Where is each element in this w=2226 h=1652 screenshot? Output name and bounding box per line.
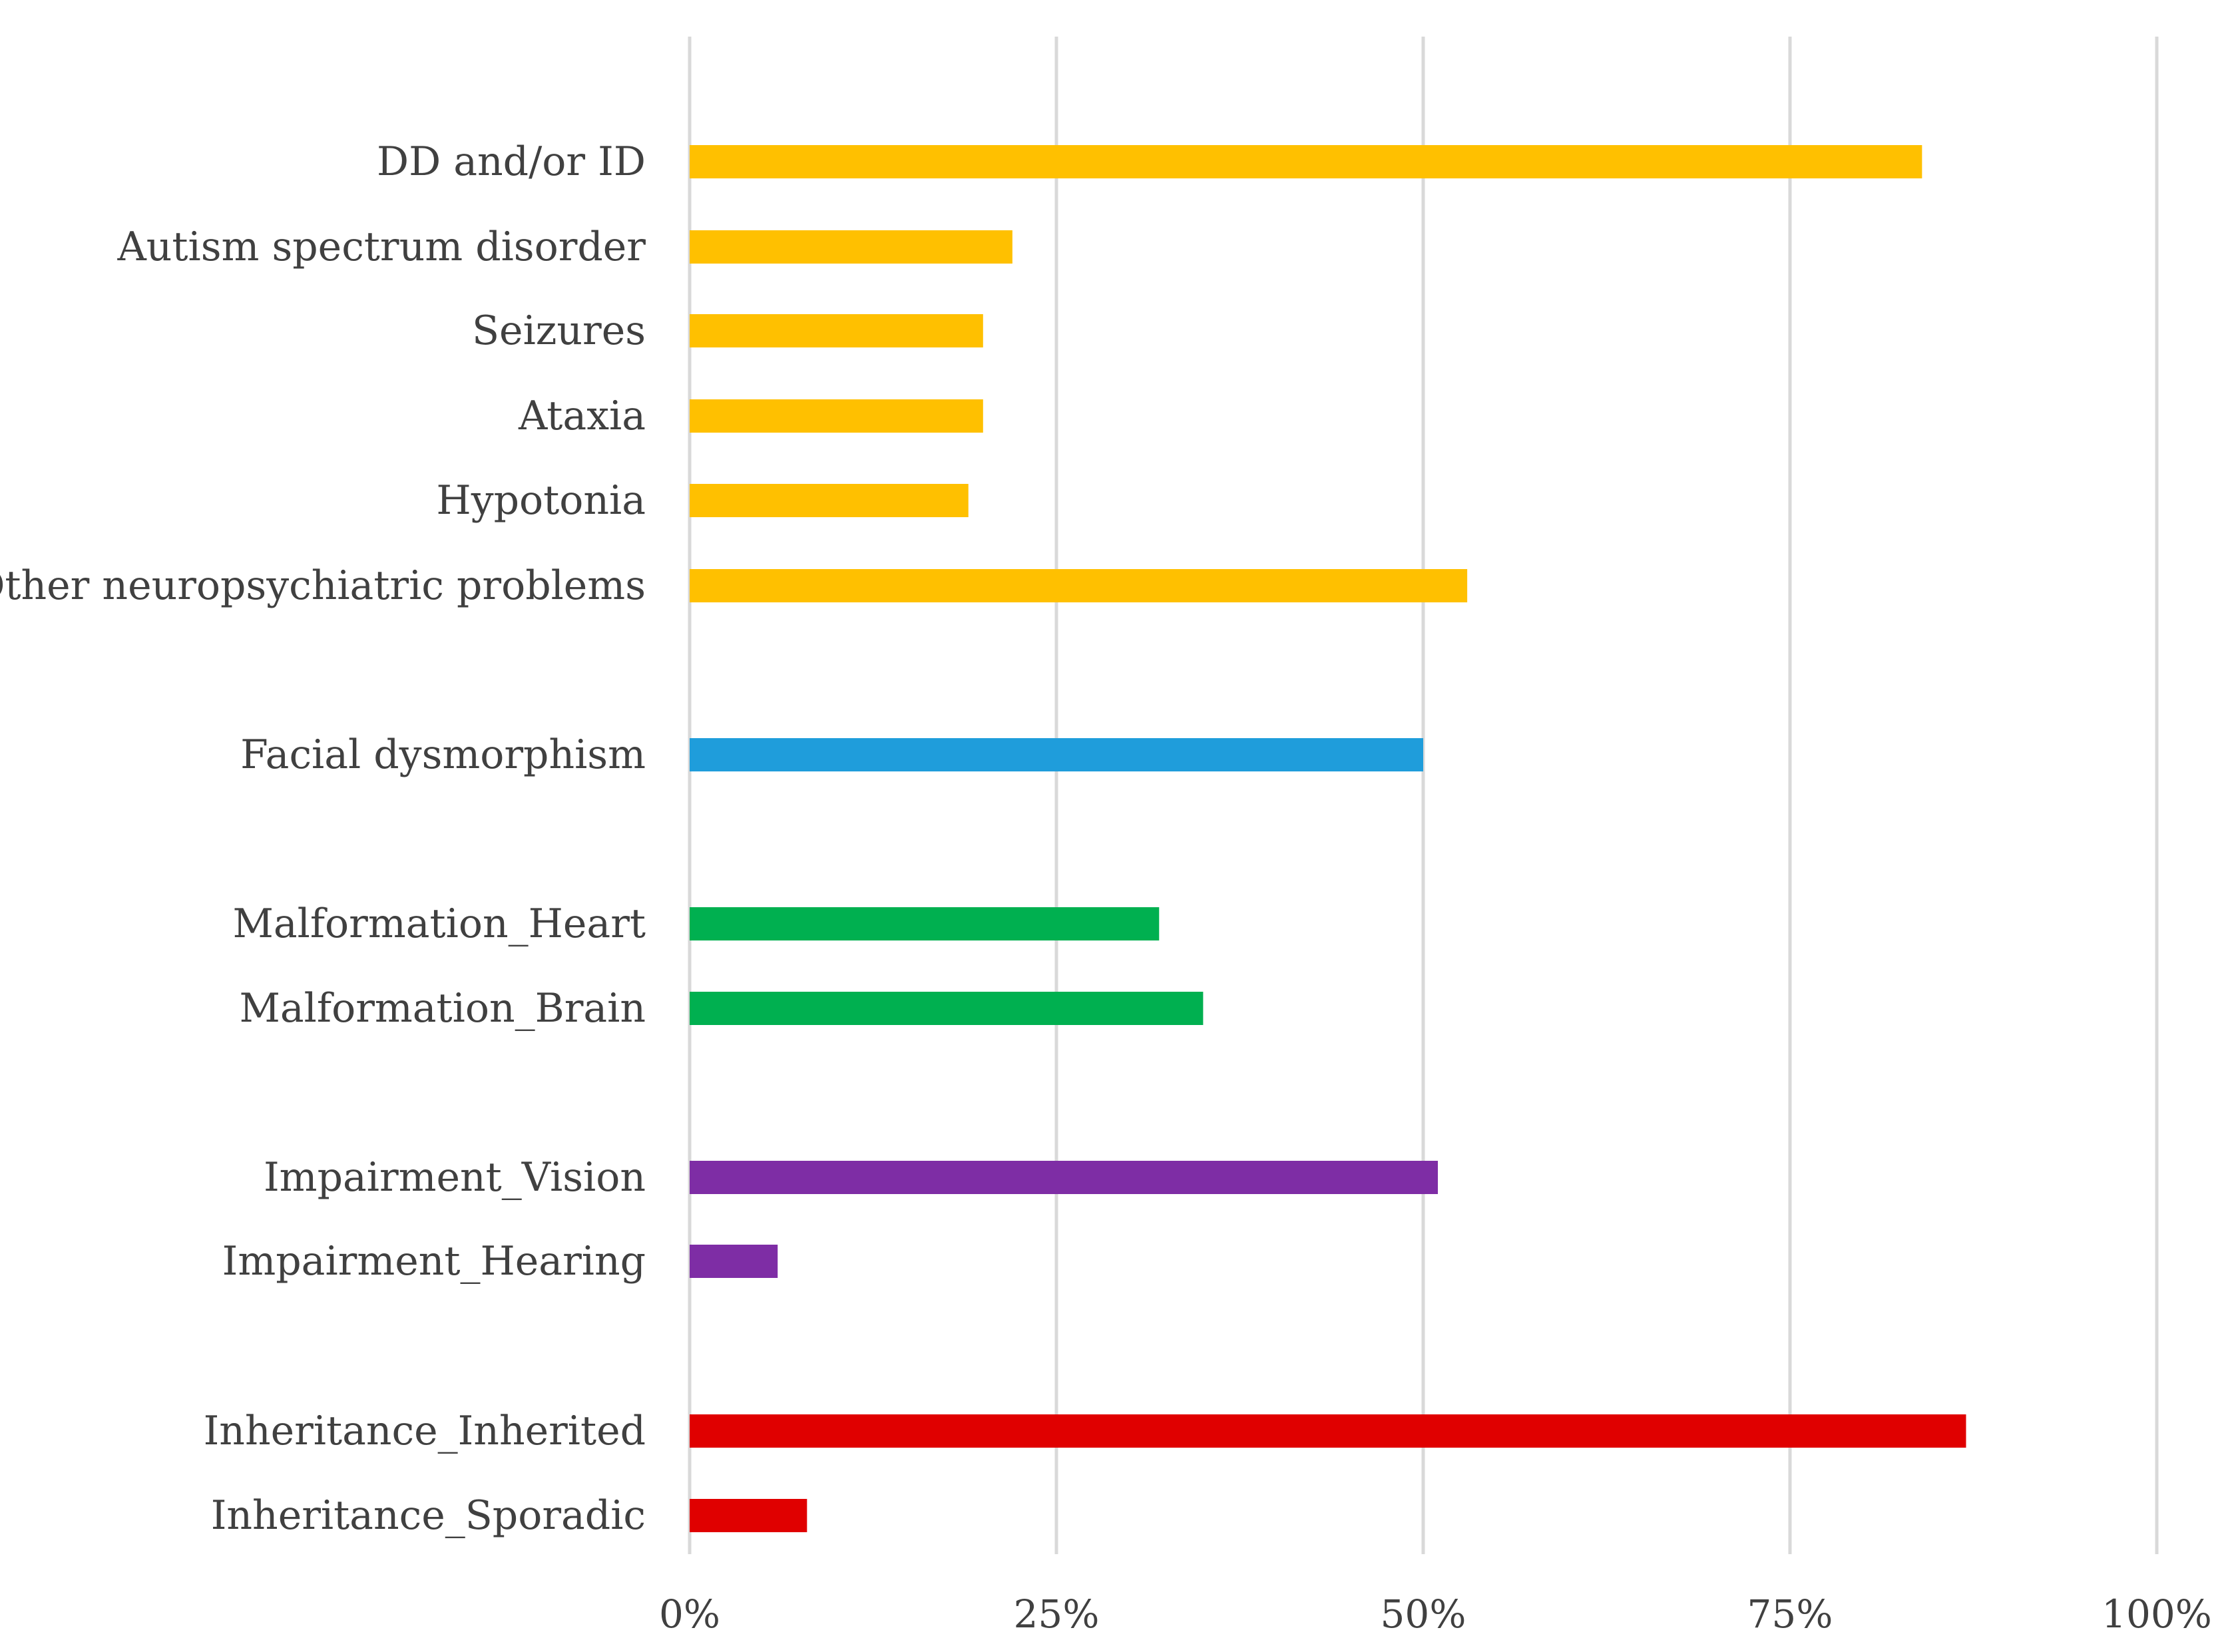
bar-malformation-brain — [690, 992, 1204, 1025]
x-tick-label: 25% — [1014, 1591, 1100, 1637]
x-tick-label: 50% — [1381, 1591, 1466, 1637]
category-label: Inheritance_Sporadic — [211, 1492, 646, 1539]
x-tick-label: 100% — [2102, 1591, 2212, 1637]
x-tick-label: 0% — [659, 1591, 720, 1637]
category-label: DD and/or ID — [377, 138, 646, 185]
bar-impairment-vision — [690, 1161, 1439, 1194]
bar-other-neuropsychiatric-problems — [690, 569, 1468, 602]
category-label: Impairment_Vision — [264, 1154, 646, 1201]
bar-impairment-hearing — [690, 1245, 778, 1278]
category-label: Autism spectrum disorder — [116, 224, 646, 270]
category-label: Ataxia — [518, 393, 646, 439]
bar-ataxia — [690, 399, 983, 433]
category-label: Hypotonia — [436, 477, 646, 524]
category-label: Facial dysmorphism — [240, 731, 646, 778]
bar-hypotonia — [690, 484, 969, 517]
bars — [690, 145, 1966, 1532]
bar-autism-spectrum-disorder — [690, 230, 1012, 264]
bar-inheritance-inherited — [690, 1414, 1966, 1448]
bar-seizures — [690, 314, 983, 347]
bar-dd-and-or-id — [690, 145, 1922, 178]
category-label: Seizures — [472, 308, 646, 354]
bar-facial-dysmorphism — [690, 738, 1423, 771]
category-labels: DD and/or ID Autism spectrum disorder Seiz… — [0, 138, 646, 1539]
category-label: Inheritance_Inherited — [204, 1408, 646, 1454]
category-label: Malformation_Heart — [232, 901, 646, 947]
category-label: Impairment_Hearing — [222, 1238, 646, 1285]
category-label: Other neuropsychiatric problems — [0, 562, 646, 609]
gridlines — [688, 37, 2159, 1554]
x-axis-tick-labels: 0% 25% 50% 75% 100% — [659, 1591, 2212, 1637]
category-label: Malformation_Brain — [239, 985, 646, 1032]
bar-inheritance-sporadic — [690, 1499, 807, 1532]
x-tick-label: 75% — [1747, 1591, 1833, 1637]
bar-malformation-heart — [690, 907, 1160, 940]
